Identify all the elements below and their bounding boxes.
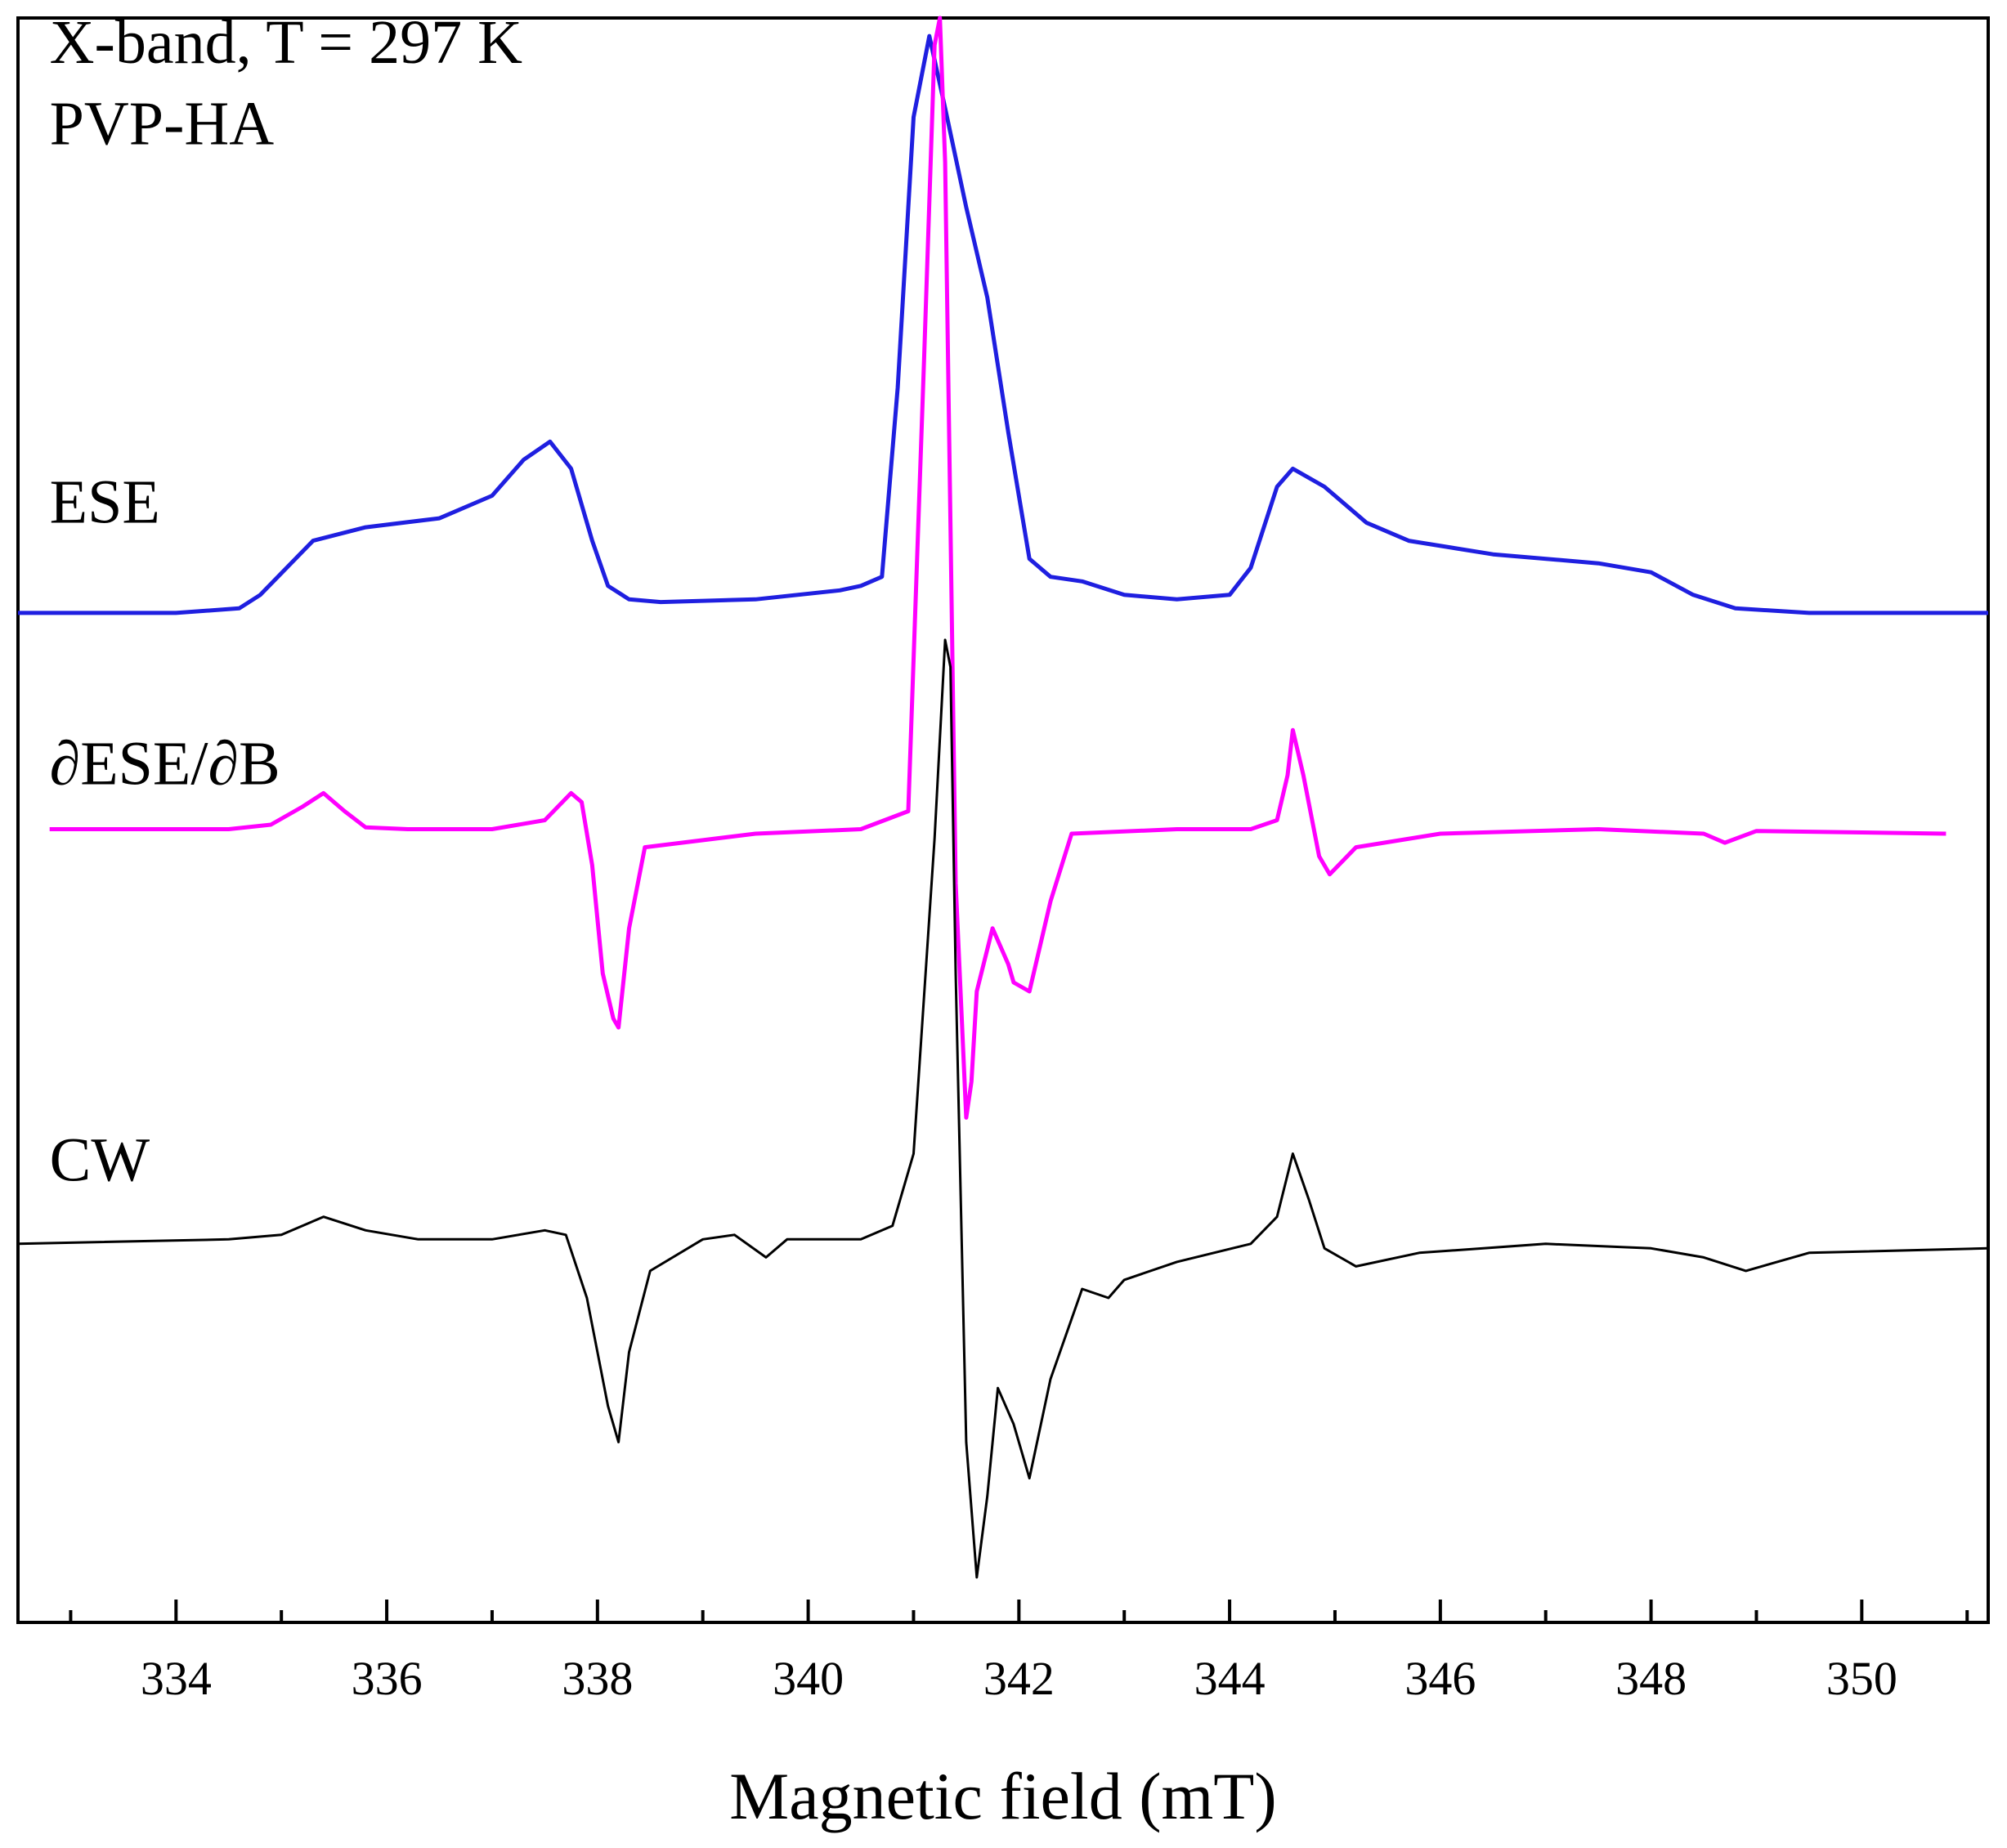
annotation-label: PVP-HA [50, 89, 275, 158]
annotation-label: ESE [50, 468, 160, 537]
x-axis-label: Magnetic field (mT) [729, 1759, 1276, 1833]
series-line-1 [49, 16, 1947, 1120]
x-tick-label: 348 [1615, 1652, 1687, 1705]
x-tick-label: 344 [1194, 1652, 1266, 1705]
plot-frame [16, 16, 1990, 1624]
annotation-label: CW [50, 1126, 150, 1195]
x-tick-label: 342 [983, 1652, 1055, 1705]
x-axis-ticks [69, 1600, 1969, 1622]
series-line-0 [18, 34, 1988, 615]
x-tick-label: 338 [562, 1652, 633, 1705]
x-tick-label: 340 [773, 1652, 844, 1705]
series-line-2 [17, 638, 1989, 1579]
annotation-label: X-band, T = 297 K [50, 8, 522, 77]
x-tick-label: 350 [1826, 1652, 1897, 1705]
x-tick-label: 334 [141, 1652, 212, 1705]
annotations: X-band, T = 297 K PVP-HA ESE ∂ESE/∂B CW [50, 8, 522, 1194]
x-tick-label: 336 [352, 1652, 423, 1705]
series-lines [17, 16, 1989, 1579]
x-axis-tick-labels: 334 336 338 340 342 344 346 348 350 [141, 1652, 1897, 1705]
annotation-label: ∂ESE/∂B [50, 729, 280, 798]
x-tick-label: 346 [1404, 1652, 1476, 1705]
